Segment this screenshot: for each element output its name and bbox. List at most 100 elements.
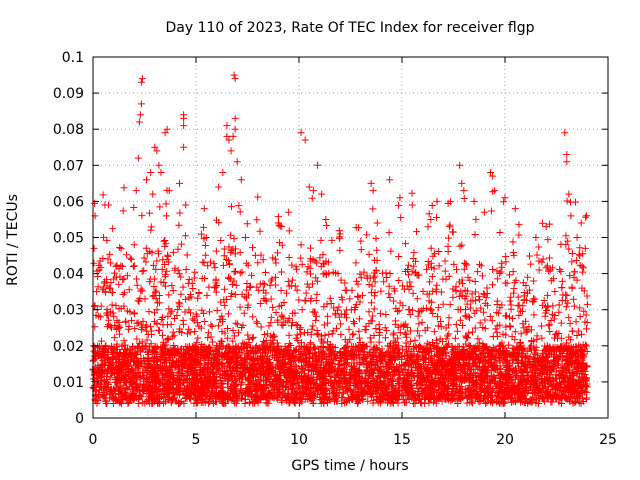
data-point [255,286,263,294]
data-point [290,384,298,392]
data-point [90,244,98,252]
data-point [297,254,305,262]
data-point [157,278,165,286]
data-point [410,249,418,257]
data-point [249,313,257,321]
data-point [411,399,419,407]
data-point [458,179,466,187]
data-point [253,318,261,326]
data-point [224,257,232,265]
data-point [460,187,468,195]
data-point [476,296,484,304]
data-point [230,277,238,285]
data-point [325,258,333,266]
data-point [540,297,548,305]
data-point [207,333,215,341]
data-point [577,219,585,227]
data-point [581,244,589,252]
data-point [149,261,157,269]
data-point [492,325,500,333]
data-point [445,272,453,280]
data-point [319,395,327,403]
data-point [395,201,403,209]
data-point [201,399,209,407]
data-point [445,314,453,322]
data-point [181,308,189,316]
data-point [371,278,379,286]
data-point [503,279,511,287]
data-point [425,399,433,407]
data-point [169,328,177,336]
data-point [242,259,250,267]
data-point [146,209,154,217]
data-point [456,360,464,368]
data-point [370,332,378,340]
data-point [320,368,328,376]
data-point [418,318,426,326]
data-point [134,400,142,408]
data-point [149,190,157,198]
data-point [375,338,383,346]
data-point [148,249,156,257]
data-point [414,312,422,320]
data-point [487,207,495,215]
data-point [572,257,580,265]
data-point [244,331,252,339]
data-point [99,286,107,294]
data-point [100,346,108,354]
data-point [90,356,98,364]
data-point [289,309,297,317]
data-point [236,303,244,311]
data-point [355,327,363,335]
data-point [404,261,412,269]
data-point [130,204,138,212]
data-point [545,267,553,275]
data-point [133,281,141,289]
data-point [256,300,264,308]
data-point [292,321,300,329]
data-point [352,259,360,267]
data-point [570,268,578,276]
data-point [365,281,373,289]
data-point [493,309,501,317]
data-point [163,186,171,194]
data-point [257,377,265,385]
data-point [450,361,458,369]
data-point [383,388,391,396]
data-point [460,195,468,203]
data-point [94,273,102,281]
data-point [109,288,117,296]
data-point [168,333,176,341]
data-point [371,292,379,300]
data-point [219,169,227,177]
data-point [165,305,173,313]
data-point [204,375,212,383]
data-point [119,291,127,299]
data-point [214,351,222,359]
data-point [219,261,227,269]
data-point [112,343,120,351]
data-point [357,246,365,254]
data-point [342,343,350,351]
data-point [217,298,225,306]
data-point [436,335,444,343]
data-point [550,315,558,323]
data-point [142,244,150,252]
data-point [284,278,292,286]
data-point [231,290,239,298]
data-point [502,312,510,320]
data-point [401,240,409,248]
data-point [520,288,528,296]
data-point [107,259,115,267]
data-point [262,399,270,407]
data-point [467,304,475,312]
data-point [341,286,349,294]
data-point [94,283,102,291]
data-point [475,293,483,301]
data-point [561,129,569,137]
data-point [144,353,152,361]
data-point [117,245,125,253]
data-point [213,398,221,406]
data-point [243,220,251,228]
